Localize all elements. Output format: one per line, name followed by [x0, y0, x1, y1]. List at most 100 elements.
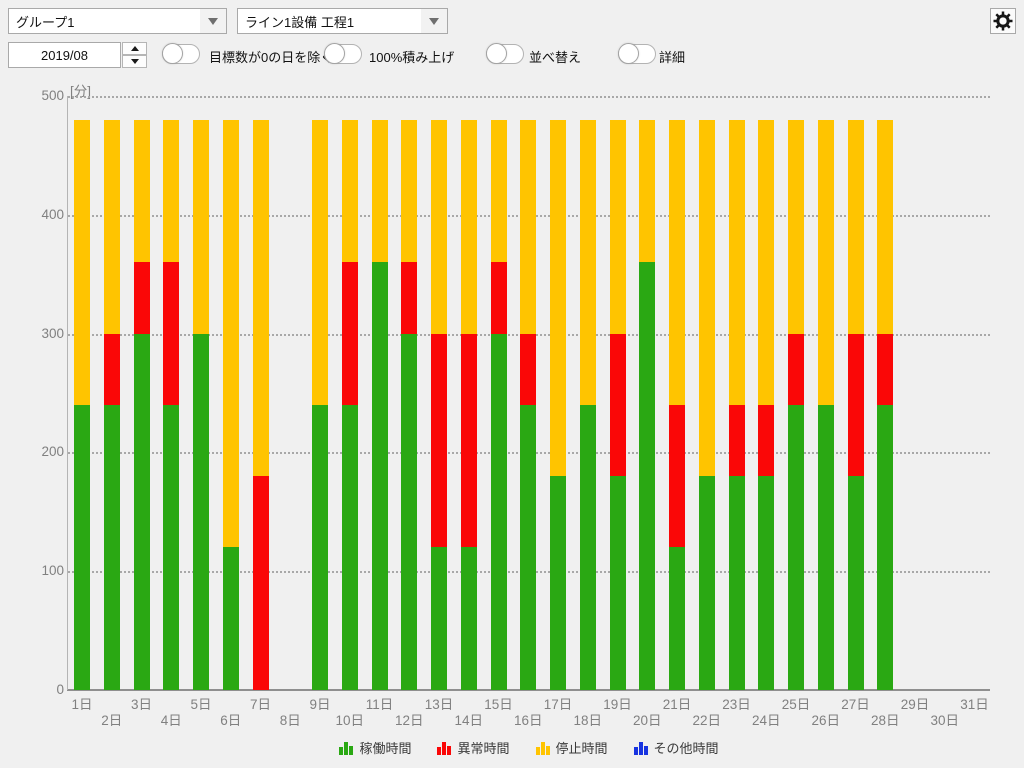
- toggle-exclude-zero-target-days-label: 目標数が0の日を除く: [209, 50, 334, 65]
- bar-segment-稼働時間: [460, 547, 477, 690]
- x-tick-label-29日: 29日: [900, 697, 930, 712]
- month-spinner: [122, 42, 147, 68]
- x-tick-label-7日: 7日: [249, 697, 271, 712]
- bar-segment-稼働時間: [74, 404, 90, 690]
- legend-item-その他時間: その他時間: [633, 738, 719, 757]
- bar-segment-停止時間: [133, 119, 150, 263]
- bar-segment-異常時間: [401, 262, 418, 334]
- gridline-500: [68, 96, 990, 98]
- bar-segment-停止時間: [579, 119, 596, 405]
- bar-segment-停止時間: [669, 119, 685, 405]
- arrow-down-icon: [130, 59, 139, 64]
- legend-item-稼働時間: 稼働時間: [339, 738, 411, 757]
- bar-segment-稼働時間: [698, 476, 715, 690]
- bar-segment-稼働時間: [193, 333, 209, 690]
- x-tick-label-31日: 31日: [960, 697, 989, 712]
- bar-segment-稼働時間: [639, 262, 656, 690]
- x-tick-label-30日: 30日: [930, 713, 960, 728]
- toggle-100-percent-stacked[interactable]: [324, 43, 362, 64]
- bar-day-20: [639, 119, 656, 690]
- bar-segment-停止時間: [401, 119, 418, 263]
- x-tick-label-23日: 23日: [722, 697, 751, 712]
- bar-segment-稼働時間: [550, 476, 566, 690]
- line-select-arrow-zone[interactable]: [421, 9, 447, 33]
- chevron-down-icon: [208, 17, 218, 25]
- line-select[interactable]: ライン1設備 工程1: [237, 8, 448, 34]
- settings-button[interactable]: [990, 8, 1016, 34]
- bar-segment-停止時間: [371, 119, 388, 263]
- bar-segment-稼働時間: [579, 404, 596, 690]
- toggle-exclude-zero-target-days[interactable]: [162, 43, 200, 64]
- stacked-bar-chart: [分] 0 100 200 300 400 500 1日 2日 3日 4日 5日 6日 7日 8日 9日 10…: [0, 78, 1024, 768]
- bar-segment-停止時間: [490, 119, 507, 263]
- x-tick-label-16日: 16日: [513, 713, 543, 728]
- bar-segment-稼働時間: [788, 404, 804, 690]
- legend-label: その他時間: [653, 741, 719, 756]
- gear-icon: [993, 11, 1013, 31]
- bar-segment-停止時間: [847, 119, 864, 334]
- legend-bars-icon: [437, 741, 452, 755]
- x-tick-label-6日: 6日: [220, 713, 242, 728]
- bar-segment-異常時間: [252, 476, 269, 690]
- bar-day-24: [758, 119, 775, 690]
- bar-segment-稼働時間: [877, 404, 894, 690]
- month-spin-up-button[interactable]: [122, 42, 147, 55]
- toggle-detail-label: 詳細: [659, 50, 686, 65]
- bar-segment-異常時間: [669, 404, 685, 548]
- x-axis-line: [67, 689, 990, 691]
- bar-segment-停止時間: [252, 119, 269, 477]
- bar-segment-稼働時間: [341, 404, 358, 690]
- legend-label: 異常時間: [457, 741, 510, 756]
- bar-day-3: [133, 119, 150, 690]
- toggle-knob: [162, 43, 183, 64]
- bar-segment-異常時間: [758, 404, 775, 477]
- bar-day-12: [401, 119, 418, 690]
- bar-day-15: [490, 119, 507, 690]
- bar-day-6: [222, 119, 239, 690]
- bar-segment-停止時間: [728, 119, 745, 405]
- x-tick-label-14日: 14日: [454, 713, 484, 728]
- group-select[interactable]: グループ1: [8, 8, 227, 34]
- bar-segment-停止時間: [341, 119, 358, 263]
- bar-segment-異常時間: [103, 333, 120, 405]
- x-tick-label-2日: 2日: [101, 713, 123, 728]
- month-input[interactable]: 2019/08: [8, 42, 121, 68]
- x-tick-label-24日: 24日: [751, 713, 781, 728]
- bar-segment-異常時間: [163, 262, 180, 405]
- bar-segment-異常時間: [431, 333, 447, 548]
- bar-day-18: [579, 119, 596, 690]
- y-tick-label-500: 500: [41, 88, 64, 103]
- bar-segment-稼働時間: [222, 547, 239, 690]
- group-select-arrow-zone[interactable]: [200, 9, 226, 33]
- toggle-detail[interactable]: [618, 43, 656, 64]
- bar-segment-停止時間: [163, 119, 180, 263]
- x-tick-label-21日: 21日: [662, 697, 692, 712]
- x-tick-label-11日: 11日: [365, 697, 394, 712]
- toggle-sort[interactable]: [486, 43, 524, 64]
- bar-segment-異常時間: [133, 262, 150, 334]
- toggle-knob: [486, 43, 507, 64]
- y-tick-label-400: 400: [41, 206, 64, 222]
- bar-day-13: [431, 119, 447, 690]
- legend-item-異常時間: 異常時間: [437, 738, 510, 757]
- bar-day-7: [252, 119, 269, 690]
- bar-segment-異常時間: [847, 333, 864, 477]
- bar-segment-異常時間: [609, 333, 626, 477]
- legend-bars-icon: [535, 741, 550, 755]
- bar-day-5: [193, 119, 209, 690]
- bar-segment-稼働時間: [847, 476, 864, 690]
- bar-segment-稼働時間: [103, 404, 120, 690]
- bar-segment-稼働時間: [371, 262, 388, 690]
- bar-segment-停止時間: [520, 119, 537, 334]
- bar-day-4: [163, 119, 180, 690]
- bar-day-27: [847, 119, 864, 690]
- bar-segment-停止時間: [431, 119, 447, 334]
- bar-segment-稼働時間: [133, 333, 150, 690]
- bar-segment-稼働時間: [817, 404, 834, 690]
- bar-day-10: [341, 119, 358, 690]
- month-spin-down-button[interactable]: [122, 55, 147, 68]
- bar-segment-異常時間: [728, 404, 745, 477]
- bar-segment-稼働時間: [163, 404, 180, 690]
- bar-segment-停止時間: [550, 119, 566, 477]
